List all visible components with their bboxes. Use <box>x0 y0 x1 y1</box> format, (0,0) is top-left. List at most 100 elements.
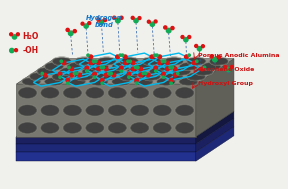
Ellipse shape <box>108 87 126 98</box>
Ellipse shape <box>52 73 71 80</box>
Circle shape <box>120 66 123 70</box>
Ellipse shape <box>112 63 130 70</box>
Polygon shape <box>16 111 234 137</box>
Circle shape <box>97 61 100 65</box>
Circle shape <box>166 67 169 71</box>
Ellipse shape <box>75 73 93 80</box>
Circle shape <box>116 55 119 59</box>
Circle shape <box>84 24 88 28</box>
Ellipse shape <box>202 63 220 70</box>
Ellipse shape <box>82 68 101 75</box>
Circle shape <box>147 73 150 77</box>
Ellipse shape <box>210 58 228 65</box>
Circle shape <box>104 73 108 77</box>
Ellipse shape <box>30 73 48 80</box>
Polygon shape <box>196 59 234 137</box>
Circle shape <box>154 66 158 70</box>
Circle shape <box>67 82 69 84</box>
Circle shape <box>60 60 62 63</box>
Circle shape <box>43 73 47 77</box>
Circle shape <box>137 66 139 69</box>
Circle shape <box>10 48 14 53</box>
Circle shape <box>94 60 97 63</box>
Circle shape <box>86 70 88 72</box>
Circle shape <box>138 17 141 19</box>
Circle shape <box>230 65 233 68</box>
Polygon shape <box>16 152 196 161</box>
Circle shape <box>41 72 43 75</box>
Ellipse shape <box>127 68 145 75</box>
Ellipse shape <box>60 68 78 75</box>
Ellipse shape <box>67 78 85 85</box>
Circle shape <box>139 73 143 77</box>
Circle shape <box>188 36 191 39</box>
Circle shape <box>134 66 137 69</box>
Ellipse shape <box>53 58 71 65</box>
Ellipse shape <box>176 87 194 98</box>
Ellipse shape <box>18 87 37 98</box>
Circle shape <box>177 72 179 75</box>
Ellipse shape <box>105 68 123 75</box>
Circle shape <box>129 60 131 63</box>
Circle shape <box>97 67 100 71</box>
Ellipse shape <box>120 58 138 65</box>
Ellipse shape <box>187 58 206 65</box>
Circle shape <box>93 72 96 76</box>
Ellipse shape <box>86 87 104 98</box>
Ellipse shape <box>134 78 153 85</box>
Circle shape <box>102 66 105 69</box>
Circle shape <box>166 28 171 33</box>
Circle shape <box>181 36 184 39</box>
Ellipse shape <box>86 122 104 133</box>
Circle shape <box>121 54 124 56</box>
Ellipse shape <box>153 87 171 98</box>
Ellipse shape <box>176 122 194 133</box>
Circle shape <box>145 72 147 75</box>
Circle shape <box>108 72 110 75</box>
Circle shape <box>170 82 172 84</box>
Ellipse shape <box>195 68 213 75</box>
Circle shape <box>147 20 150 23</box>
Ellipse shape <box>131 87 149 98</box>
Circle shape <box>131 16 134 19</box>
Circle shape <box>119 54 122 56</box>
Ellipse shape <box>135 63 153 70</box>
Circle shape <box>169 66 171 69</box>
Ellipse shape <box>97 73 115 80</box>
Ellipse shape <box>157 78 175 85</box>
Ellipse shape <box>68 63 86 70</box>
Circle shape <box>173 73 177 77</box>
Polygon shape <box>16 144 196 152</box>
Circle shape <box>75 72 78 75</box>
Ellipse shape <box>18 122 37 133</box>
Ellipse shape <box>112 78 130 85</box>
Ellipse shape <box>120 73 138 80</box>
Circle shape <box>213 57 217 62</box>
Circle shape <box>73 30 76 33</box>
Ellipse shape <box>75 58 93 65</box>
Polygon shape <box>16 59 234 84</box>
Circle shape <box>120 16 123 19</box>
Circle shape <box>120 70 122 72</box>
Circle shape <box>73 72 76 75</box>
Circle shape <box>58 72 62 76</box>
Text: H₂O: H₂O <box>23 33 39 41</box>
Circle shape <box>169 78 173 82</box>
Circle shape <box>127 60 129 63</box>
Circle shape <box>112 73 116 77</box>
Ellipse shape <box>63 122 82 133</box>
Circle shape <box>203 66 206 69</box>
Circle shape <box>59 76 61 78</box>
Circle shape <box>217 56 220 59</box>
Circle shape <box>154 54 156 56</box>
Ellipse shape <box>176 105 194 116</box>
Circle shape <box>200 67 204 71</box>
Circle shape <box>100 66 103 69</box>
Ellipse shape <box>90 78 108 85</box>
Circle shape <box>154 20 157 23</box>
Circle shape <box>139 67 143 71</box>
Text: Porous Anodic Alumina: Porous Anodic Alumina <box>198 53 279 58</box>
Circle shape <box>185 55 188 59</box>
Circle shape <box>12 35 17 39</box>
Ellipse shape <box>143 58 161 65</box>
